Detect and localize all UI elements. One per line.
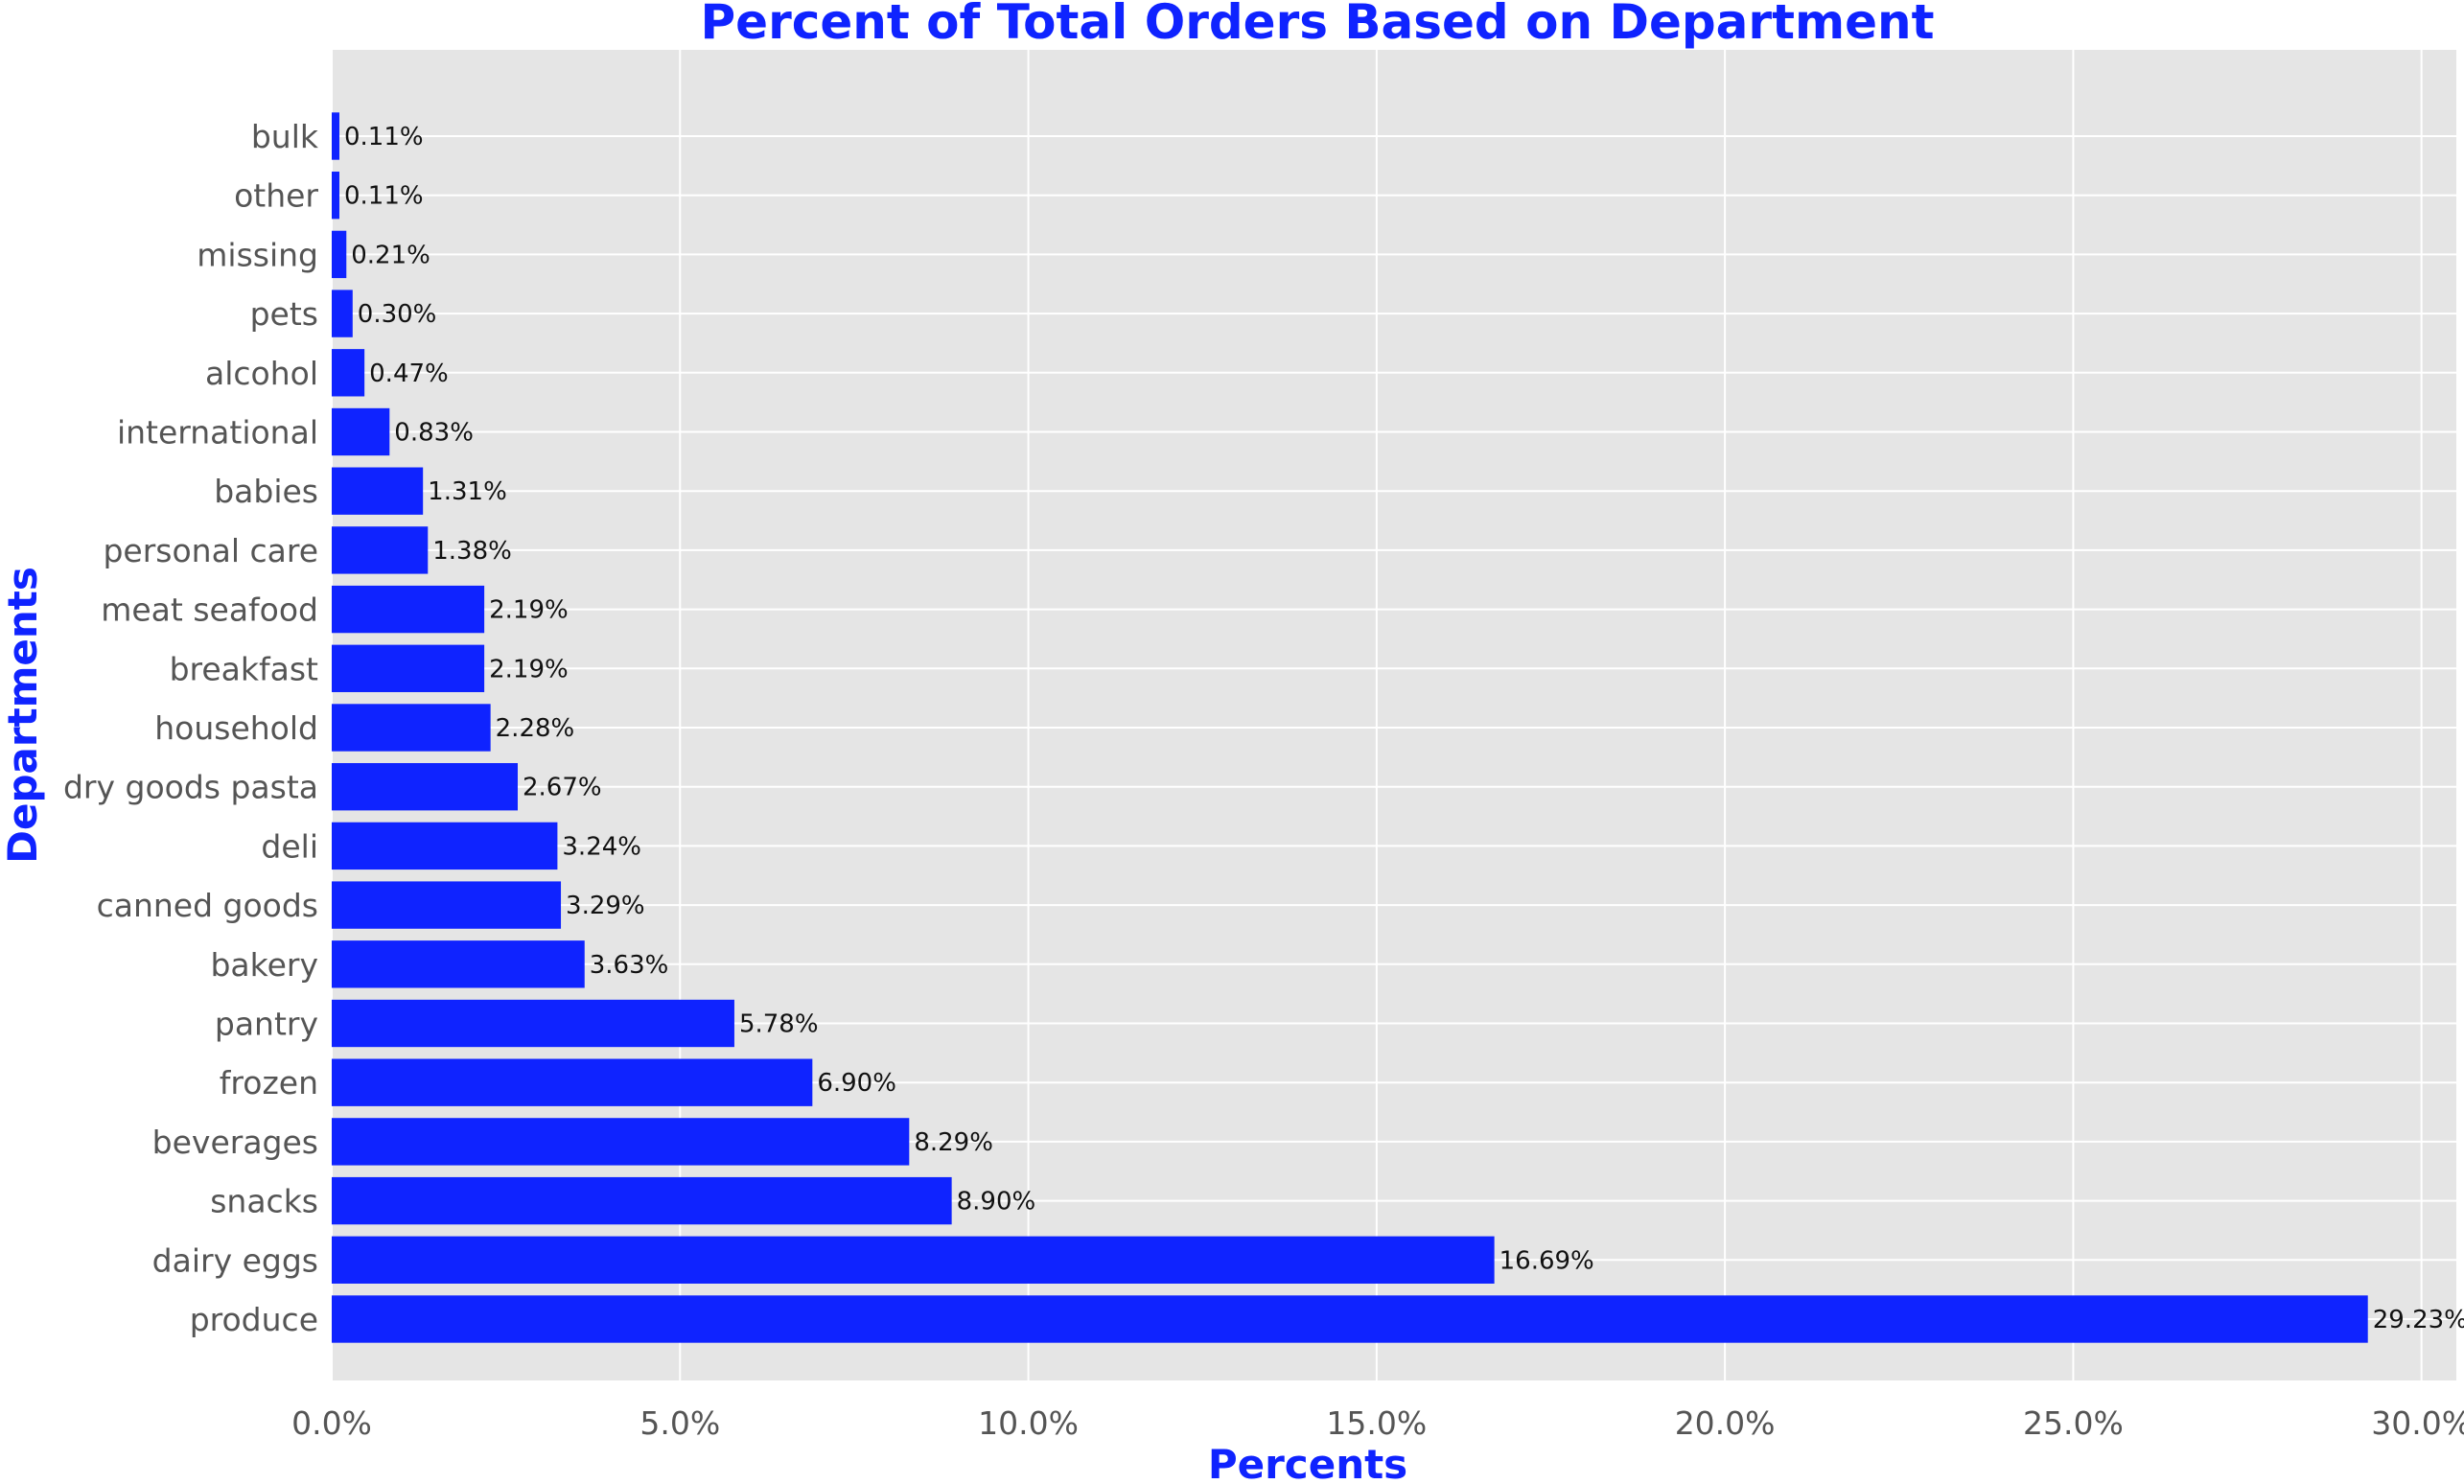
data-label: 1.31% xyxy=(428,477,507,506)
bar xyxy=(332,1176,952,1225)
y-tick-label: other xyxy=(234,177,318,215)
y-tick-label: pets xyxy=(250,295,318,333)
x-tick-label: 15.0% xyxy=(1326,1404,1427,1442)
bar xyxy=(332,467,424,515)
bar xyxy=(332,822,558,870)
data-label: 2.67% xyxy=(523,774,602,802)
x-axis-label: Percents xyxy=(1208,1441,1407,1484)
data-label: 0.11% xyxy=(344,182,424,211)
data-label: 2.19% xyxy=(489,596,569,625)
y-tick-labels: produce dairy eggs snacks beverages frozen pa… xyxy=(63,118,319,1338)
x-tick-label: 25.0% xyxy=(2023,1404,2124,1442)
data-label: 5.78% xyxy=(739,1010,819,1039)
bar xyxy=(332,1118,910,1166)
data-label: 0.21% xyxy=(351,241,430,269)
x-tick-label: 5.0% xyxy=(639,1404,720,1442)
bar xyxy=(332,763,518,811)
bar xyxy=(332,407,390,456)
bar xyxy=(332,940,585,988)
y-tick-label: snacks xyxy=(210,1183,318,1220)
bar xyxy=(332,349,365,397)
data-label: 0.11% xyxy=(344,123,424,151)
y-tick-label: deli xyxy=(261,827,318,865)
x-tick-label: 0.0% xyxy=(291,1404,372,1442)
bar xyxy=(332,1295,2368,1343)
y-tick-label: bakery xyxy=(210,946,318,984)
y-tick-label: meat seafood xyxy=(101,591,318,629)
y-tick-label: babies xyxy=(214,473,318,510)
data-label: 8.90% xyxy=(957,1188,1036,1217)
bar xyxy=(332,230,347,279)
data-label: 16.69% xyxy=(1499,1246,1594,1275)
bar xyxy=(332,526,429,574)
y-tick-label: missing xyxy=(197,236,318,273)
y-tick-label: breakfast xyxy=(170,650,318,687)
data-label: 3.24% xyxy=(562,832,641,861)
data-label: 0.83% xyxy=(394,419,474,448)
y-tick-label: frozen xyxy=(220,1064,318,1101)
bar xyxy=(332,704,491,752)
data-label: 2.19% xyxy=(489,655,569,684)
y-tick-label: produce xyxy=(190,1301,318,1338)
bar xyxy=(332,172,339,220)
bar xyxy=(332,881,562,929)
y-tick-label: pantry xyxy=(215,1006,318,1043)
y-tick-label: international xyxy=(117,414,318,452)
y-tick-label: canned goods xyxy=(97,887,318,924)
bar xyxy=(332,112,339,160)
bar xyxy=(332,290,353,337)
data-label: 0.30% xyxy=(358,300,437,329)
data-labels: 29.23% 16.69% 8.90% 8.29% 6.90% 5.78% 3.63% 3.2… xyxy=(344,123,2464,1334)
chart-title: Percent of Total Orders Based on Departm… xyxy=(701,0,1935,50)
bar xyxy=(332,644,485,692)
data-label: 29.23% xyxy=(2373,1306,2464,1334)
data-label: 2.28% xyxy=(496,714,575,743)
bar xyxy=(332,999,734,1048)
y-tick-label: beverages xyxy=(152,1124,318,1161)
data-label: 3.63% xyxy=(590,951,669,980)
data-label: 1.38% xyxy=(432,537,512,566)
x-tick-label: 10.0% xyxy=(978,1404,1079,1442)
y-tick-label: household xyxy=(154,709,318,747)
y-tick-label: personal care xyxy=(103,532,318,569)
data-label: 8.29% xyxy=(914,1128,993,1157)
y-tick-label: dry goods pasta xyxy=(63,769,318,806)
data-label: 0.47% xyxy=(369,359,449,388)
x-tick-labels: 0.0% 5.0% 10.0% 15.0% 20.0% 25.0% 30.0% xyxy=(291,1404,2464,1442)
x-tick-label: 20.0% xyxy=(1675,1404,1776,1442)
y-tick-label: dairy eggs xyxy=(152,1241,318,1279)
y-tick-label: alcohol xyxy=(205,355,318,392)
x-tick-label: 30.0% xyxy=(2371,1404,2464,1442)
y-tick-label: bulk xyxy=(251,118,319,155)
bar xyxy=(332,1236,1495,1284)
data-label: 6.90% xyxy=(817,1069,896,1098)
bars xyxy=(332,112,2368,1343)
data-label: 3.29% xyxy=(566,892,645,920)
bar xyxy=(332,585,485,634)
bar xyxy=(332,1058,813,1106)
y-axis-label: Departments xyxy=(0,567,46,864)
